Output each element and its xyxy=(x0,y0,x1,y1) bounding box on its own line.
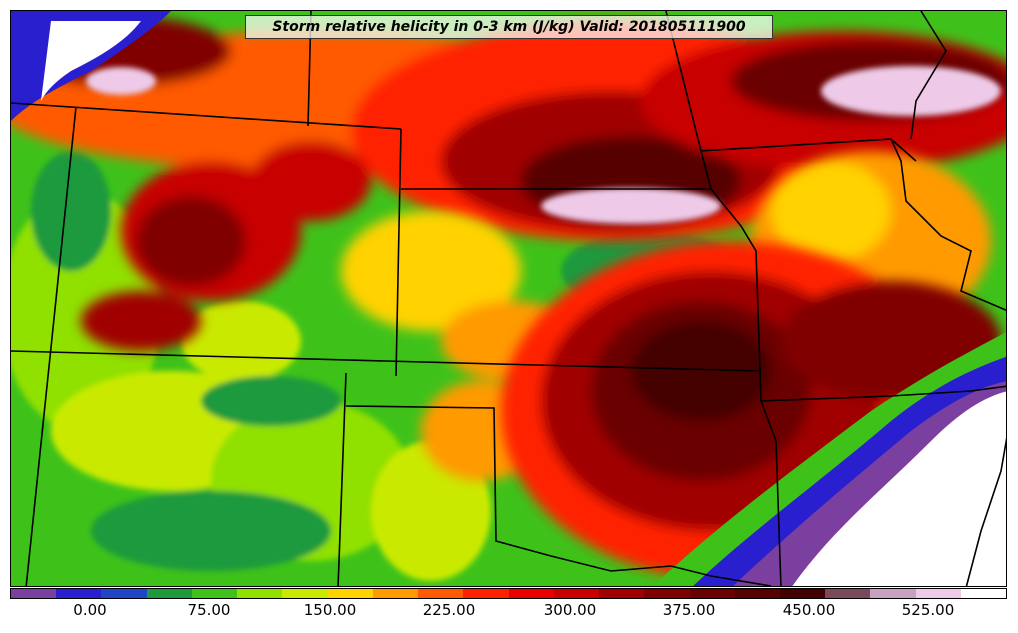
colorbar-segment xyxy=(644,589,690,598)
border-mississippi-north xyxy=(910,11,947,140)
helicity-map xyxy=(10,10,1007,587)
colorbar-segment xyxy=(508,589,554,598)
colorbar-segment xyxy=(11,589,57,598)
border-iowa-nebraska xyxy=(665,11,702,152)
state-boundaries xyxy=(11,11,1006,586)
border-illinois-missouri xyxy=(890,138,1006,312)
colorbar-segment xyxy=(599,589,645,598)
colorbar-tick-label: 225.00 xyxy=(422,601,476,619)
map-title: Storm relative helicity in 0-3 km (J/kg)… xyxy=(272,19,746,35)
colorbar-tick-label: 0.00 xyxy=(73,601,107,619)
southeast-low-values xyxy=(653,332,1006,586)
colorbar-tick-label: 300.00 xyxy=(543,601,597,619)
extreme-values xyxy=(86,66,1001,224)
colorbar-segment xyxy=(146,589,192,598)
colorbar-segment xyxy=(101,589,147,598)
border-nm-east xyxy=(337,372,347,586)
colorbar-segment xyxy=(56,589,102,598)
colorbar-segment xyxy=(825,589,871,598)
colorbar-segment xyxy=(282,589,328,598)
colorbar-segment xyxy=(960,589,1007,598)
border-west-vertical xyxy=(25,106,77,586)
northwest-low-values xyxy=(11,11,171,121)
colorbar-segment xyxy=(779,589,826,598)
border-colorado-east xyxy=(395,128,402,377)
colorbar-segment xyxy=(734,589,780,598)
border-colorado-south xyxy=(11,350,762,372)
border-texas-oklahoma xyxy=(345,405,772,586)
map-canvas xyxy=(11,11,1006,586)
border-arkansas-north xyxy=(760,385,1006,402)
colorbar-tick-labels: 0.00 75.00 150.00 225.00 300.00 375.00 450.00 5… xyxy=(10,601,1007,623)
colorbar-segment xyxy=(915,589,961,598)
colorbar-tick-label: 375.00 xyxy=(662,601,716,619)
colorbar-segment xyxy=(418,589,464,598)
colorbar-segment xyxy=(463,589,509,598)
colorbar-segment xyxy=(689,589,735,598)
colorbar-segment xyxy=(327,589,373,598)
colorbar-tick-label: 75.00 xyxy=(187,601,231,619)
colorbar-segment xyxy=(237,589,283,598)
colorbar-tick-label: 450.00 xyxy=(782,601,836,619)
border-ms-east xyxy=(965,437,1006,586)
map-title-box: Storm relative helicity in 0-3 km (J/kg)… xyxy=(245,15,773,39)
colorbar-tick-label: 150.00 xyxy=(303,601,357,619)
colorbar-segment xyxy=(372,589,419,598)
border-missouri-west xyxy=(710,188,782,586)
colorbar xyxy=(10,588,1007,599)
colorbar-segment xyxy=(870,589,916,598)
colorbar-tick-label: 525.00 xyxy=(901,601,955,619)
helicity-field-layer xyxy=(11,11,1006,586)
colorbar-segment xyxy=(553,589,600,598)
southeast-max-values xyxy=(501,241,1001,581)
colorbar-segment xyxy=(191,589,238,598)
